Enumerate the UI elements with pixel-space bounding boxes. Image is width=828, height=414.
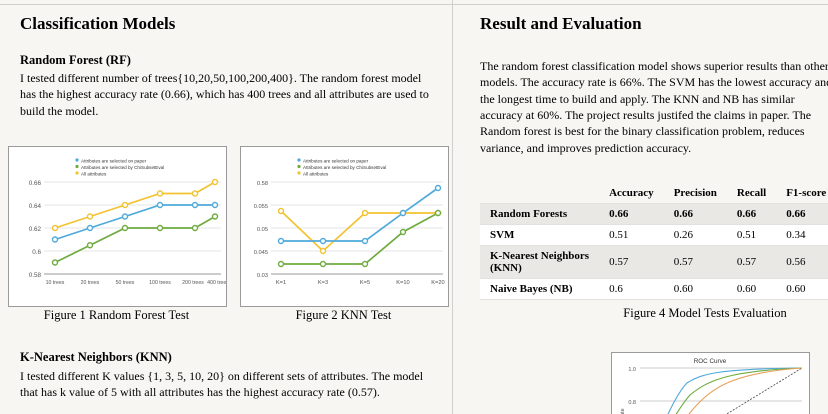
svg-text:10 trees: 10 trees xyxy=(46,280,65,286)
svg-text:rate: rate xyxy=(620,408,626,414)
svg-text:K=20: K=20 xyxy=(431,280,444,286)
svg-text:Attributes are selected by Chi: Attributes are selected by ChiSubsetEval xyxy=(81,165,164,170)
svg-text:0.05: 0.05 xyxy=(257,227,268,233)
svg-text:0.8: 0.8 xyxy=(628,400,636,406)
svg-text:0.045: 0.045 xyxy=(254,250,268,256)
svg-text:K=10: K=10 xyxy=(396,280,409,286)
svg-text:0.66: 0.66 xyxy=(29,180,42,187)
svg-text:1.0: 1.0 xyxy=(628,367,636,373)
svg-text:20 trees: 20 trees xyxy=(81,280,100,286)
svg-text:400 trees: 400 trees xyxy=(207,280,226,286)
svg-text:All attributes: All attributes xyxy=(81,171,107,176)
svg-text:Attributes are selected by Chi: Attributes are selected by ChiSubsetEval xyxy=(303,165,386,170)
svg-text:K=5: K=5 xyxy=(360,280,370,286)
svg-text:200 trees: 200 trees xyxy=(182,280,204,286)
svg-text:K=1: K=1 xyxy=(276,280,286,286)
svg-text:0.58: 0.58 xyxy=(257,181,268,187)
svg-text:0.055: 0.055 xyxy=(254,204,268,210)
svg-text:Attributes are selected on pap: Attributes are selected on paper xyxy=(81,158,147,163)
svg-text:100 trees: 100 trees xyxy=(149,280,171,286)
svg-text:0.03: 0.03 xyxy=(257,273,268,279)
svg-text:50 trees: 50 trees xyxy=(116,280,135,286)
svg-text:0.62: 0.62 xyxy=(29,226,42,233)
svg-text:0.64: 0.64 xyxy=(29,203,42,210)
svg-text:0.6: 0.6 xyxy=(32,249,41,256)
svg-text:K=3: K=3 xyxy=(318,280,328,286)
svg-text:ROC Curve: ROC Curve xyxy=(694,358,727,365)
svg-text:All attributes: All attributes xyxy=(303,171,329,176)
svg-text:0.58: 0.58 xyxy=(29,272,42,279)
svg-text:Attributes are selected on pap: Attributes are selected on paper xyxy=(303,158,369,163)
